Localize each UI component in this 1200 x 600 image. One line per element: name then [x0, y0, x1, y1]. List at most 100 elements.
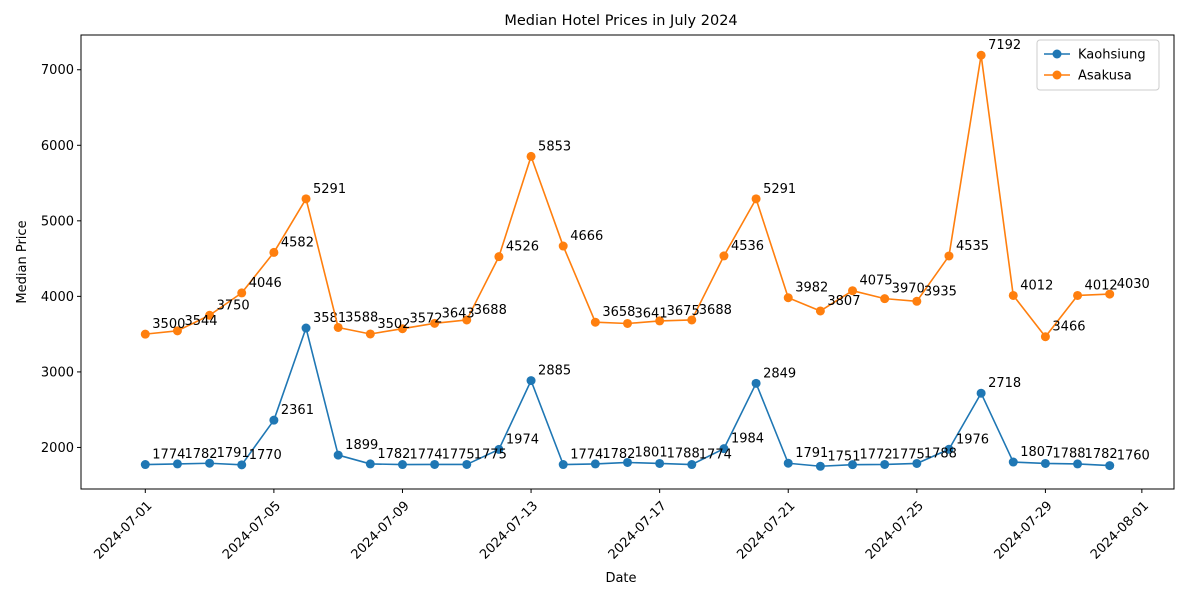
data-label: 3807: [827, 294, 860, 309]
data-point: [687, 315, 697, 325]
data-point: [1105, 461, 1115, 471]
data-point: [494, 252, 504, 262]
data-point: [237, 460, 247, 470]
data-label: 1760: [1117, 449, 1150, 464]
data-label: 3588: [345, 310, 378, 325]
data-point: [880, 459, 890, 469]
x-tick-label: 2024-07-09: [349, 499, 413, 563]
data-label: 4526: [506, 240, 539, 255]
data-point: [526, 151, 536, 161]
data-point: [397, 460, 407, 470]
data-point: [1008, 290, 1018, 300]
data-point: [1073, 459, 1083, 469]
data-label: 2361: [281, 403, 314, 418]
data-label: 1770: [249, 448, 282, 463]
data-label: 1782: [602, 447, 635, 462]
x-axis: 2024-07-01 2024-07-05 2024-07-09 2024-07-13…: [91, 489, 1152, 563]
data-label: 1782: [377, 447, 410, 462]
data-label: 1775: [892, 447, 925, 462]
data-label: 1801: [635, 445, 668, 460]
data-label: 4075: [860, 274, 893, 289]
data-point: [526, 376, 536, 386]
x-axis-label: Date: [605, 571, 636, 586]
data-point: [333, 450, 343, 460]
data-label: 5291: [763, 182, 796, 197]
data-label: 1791: [795, 446, 828, 461]
data-point: [719, 251, 729, 261]
data-point: [494, 444, 504, 454]
y-tick-label: 2000: [41, 441, 74, 456]
x-tick-label: 2024-07-17: [606, 499, 670, 563]
data-point: [172, 459, 182, 469]
x-tick-label: 2024-07-13: [477, 499, 541, 563]
data-point: [1105, 289, 1115, 299]
legend-label: Kaohsiung: [1078, 48, 1146, 63]
data-label: 3641: [635, 306, 668, 321]
data-label: 3688: [474, 303, 507, 318]
data-label: 2718: [988, 376, 1021, 391]
data-point: [462, 315, 472, 325]
plot-frame: [80, 34, 1175, 490]
data-label: 3658: [602, 305, 635, 320]
chart-title: Median Hotel Prices in July 2024: [504, 13, 737, 29]
data-point: [205, 458, 215, 468]
data-label: 1774: [409, 448, 442, 463]
data-point: [365, 329, 375, 339]
data-point: [365, 459, 375, 469]
data-point: [1040, 458, 1050, 468]
data-label: 3970: [892, 282, 925, 297]
data-point: [751, 378, 761, 388]
data-point: [590, 317, 600, 327]
data-label: 3675: [667, 304, 700, 319]
y-tick-label: 5000: [41, 214, 74, 229]
legend-box: [1036, 39, 1160, 91]
data-label: 4012: [1085, 278, 1118, 293]
data-point: [976, 50, 986, 60]
data-point: [815, 461, 825, 471]
y-tick-label: 4000: [41, 290, 74, 305]
data-label: 1788: [1052, 446, 1085, 461]
data-label: 1774: [152, 448, 185, 463]
x-tick-label: 2024-08-01: [1088, 499, 1152, 563]
data-label: 1774: [699, 448, 732, 463]
data-label: 1791: [217, 446, 250, 461]
data-label: 3544: [184, 314, 217, 329]
data-label: 1974: [506, 432, 539, 447]
data-label: 1782: [1085, 447, 1118, 462]
data-point: [944, 444, 954, 454]
x-tick-label: 2024-07-25: [863, 499, 927, 563]
data-point: [1073, 290, 1083, 300]
data-point: [301, 323, 311, 333]
data-label: 3502: [377, 317, 410, 332]
data-label: 4666: [570, 229, 603, 244]
data-label: 2849: [763, 366, 796, 381]
y-tick-label: 3000: [41, 365, 74, 380]
data-point: [912, 458, 922, 468]
data-point: [976, 388, 986, 398]
data-label: 1984: [731, 432, 764, 447]
data-label: 3466: [1052, 320, 1085, 335]
data-label: 1751: [827, 449, 860, 464]
data-point: [719, 444, 729, 454]
data-label: 3500: [152, 317, 185, 332]
legend-marker: [1052, 70, 1062, 80]
data-label: 3982: [795, 281, 828, 296]
data-point: [655, 458, 665, 468]
data-label: 1899: [345, 438, 378, 453]
data-point: [237, 288, 247, 298]
data-point: [1040, 332, 1050, 342]
data-point: [590, 459, 600, 469]
series-line: [145, 54, 1110, 338]
data-label: 7192: [988, 38, 1021, 53]
data-label: 1788: [667, 446, 700, 461]
data-label: 2885: [538, 364, 571, 379]
data-point: [462, 459, 472, 469]
data-point: [848, 460, 858, 470]
data-point: [397, 324, 407, 334]
data-point: [944, 251, 954, 261]
data-point: [430, 459, 440, 469]
legend-label: Asakusa: [1078, 69, 1132, 84]
